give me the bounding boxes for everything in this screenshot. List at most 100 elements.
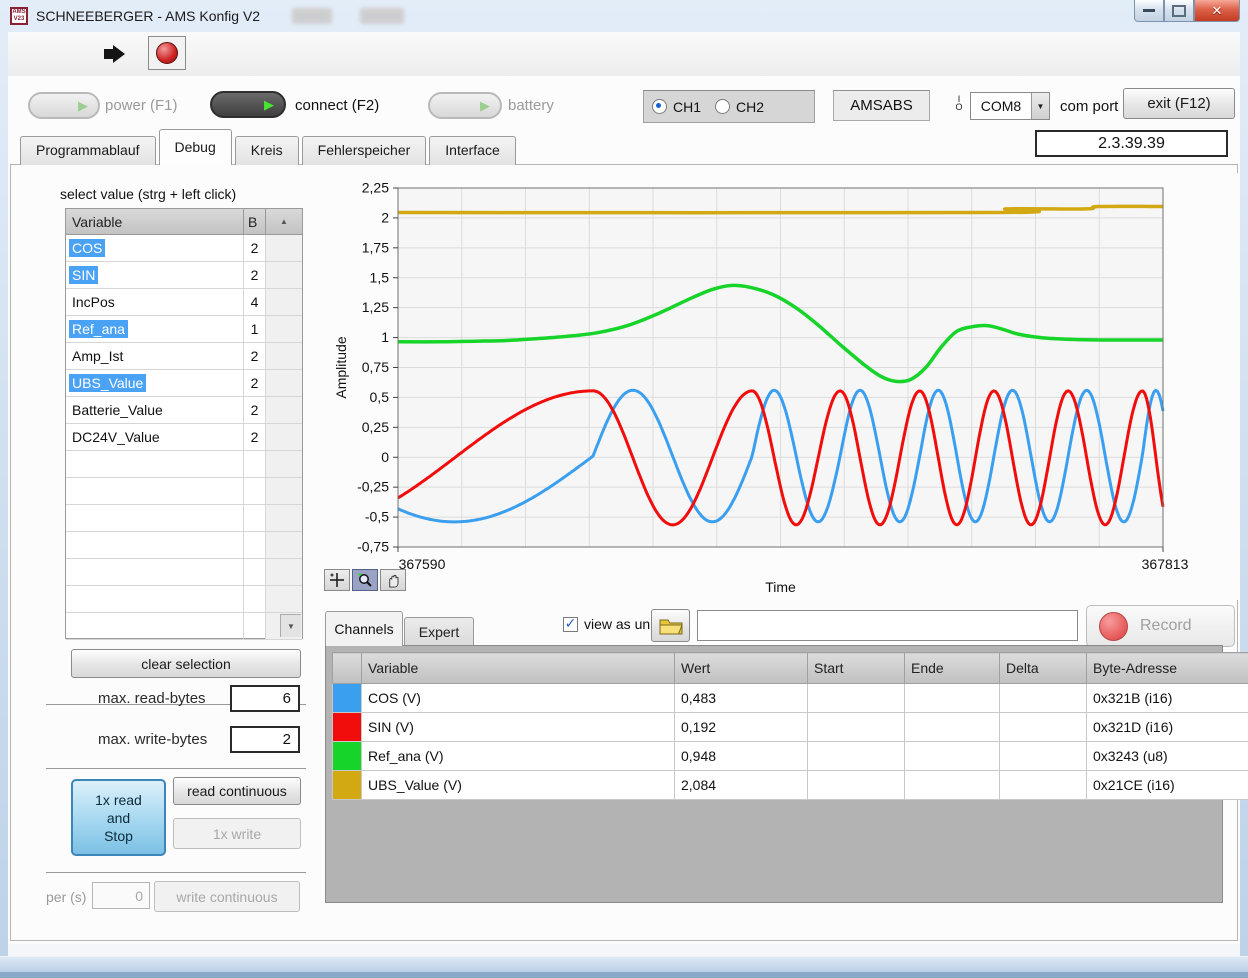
- chart-canvas[interactable]: 2,25 2 1,75 1,5 1,25 1 0,75 0,5 0,25 0 -0,25 -0,5 -0…: [330, 181, 1220, 601]
- period-value[interactable]: 0: [92, 882, 150, 909]
- tab-fehlerspeicher[interactable]: Fehlerspeicher: [301, 136, 427, 165]
- variable-bytes: 2: [244, 397, 266, 423]
- stop-button[interactable]: [148, 36, 186, 70]
- variable-row-incpos[interactable]: IncPos 4: [66, 289, 302, 316]
- tab-expert[interactable]: Expert: [404, 617, 474, 646]
- read-once-stop-button[interactable]: 1x read and Stop: [71, 779, 166, 856]
- chevron-down-icon[interactable]: ▼: [1031, 93, 1049, 119]
- battery-toggle[interactable]: ▶: [428, 92, 502, 119]
- divider: [46, 768, 306, 769]
- channel-table-header: Variable Wert Start Ende Delta Byte-Adresse: [332, 652, 1248, 684]
- scroll-up-icon[interactable]: ▲: [280, 217, 288, 226]
- scrollbar-track[interactable]: [266, 532, 302, 558]
- scrollbar-track[interactable]: [266, 559, 302, 585]
- variable-row-empty[interactable]: [66, 478, 302, 505]
- scrollbar-track[interactable]: [266, 451, 302, 477]
- scrollbar-track[interactable]: [266, 262, 302, 288]
- pan-hand-tool-button[interactable]: [380, 569, 406, 591]
- column-header-wert[interactable]: Wert: [674, 652, 808, 684]
- scrollbar-track[interactable]: [266, 478, 302, 504]
- variable-row-sin[interactable]: SIN 2: [66, 262, 302, 289]
- variable-name: COS: [69, 239, 106, 257]
- titlebar-artifact: [292, 8, 332, 24]
- variable-bytes: 2: [244, 343, 266, 369]
- title-bar[interactable]: AMS V23 SCHNEEBERGER - AMS Konfig V2 ✕: [0, 0, 1248, 32]
- svg-text:2,25: 2,25: [362, 181, 389, 196]
- scrollbar-track[interactable]: [266, 370, 302, 396]
- channel-row[interactable]: COS (V) 0,483 0x321B (i16): [332, 683, 1248, 713]
- variable-bytes: 2: [244, 262, 266, 288]
- channel-row[interactable]: UBS_Value (V) 2,084 0x21CE (i16): [332, 770, 1248, 800]
- variable-bytes: [244, 532, 266, 558]
- maximize-button[interactable]: [1164, 0, 1194, 22]
- stop-circle-icon: [156, 42, 178, 64]
- read-continuous-button[interactable]: read continuous: [173, 777, 301, 805]
- variable-row-dc24v_value[interactable]: DC24V_Value 2: [66, 424, 302, 451]
- scrollbar-track[interactable]: [266, 505, 302, 531]
- svg-text:367590: 367590: [399, 556, 446, 572]
- variable-row-empty[interactable]: [66, 559, 302, 586]
- scrollbar-track[interactable]: [266, 289, 302, 315]
- write-once-button[interactable]: 1x write: [173, 818, 301, 849]
- ch1-radio[interactable]: [652, 99, 667, 114]
- variable-name: Amp_Ist: [72, 348, 124, 364]
- toolbar: [8, 32, 1240, 77]
- clear-selection-button[interactable]: clear selection: [71, 649, 301, 678]
- column-header-start[interactable]: Start: [807, 652, 905, 684]
- column-header-delta[interactable]: Delta: [999, 652, 1087, 684]
- scrollbar-track[interactable]: [266, 235, 302, 261]
- browse-file-button[interactable]: [651, 609, 690, 642]
- run-button[interactable]: [96, 37, 134, 70]
- column-header-variable[interactable]: Variable: [361, 652, 675, 684]
- exit-button[interactable]: exit (F12): [1123, 88, 1235, 119]
- tab-kreis[interactable]: Kreis: [234, 136, 299, 165]
- ch2-radio[interactable]: [715, 99, 731, 114]
- variable-row-empty[interactable]: [66, 505, 302, 532]
- column-header-bytes[interactable]: B: [244, 209, 266, 234]
- svg-text:1,25: 1,25: [362, 299, 389, 315]
- variable-row-ref_ana[interactable]: Ref_ana 1: [66, 316, 302, 343]
- column-header-byte-adresse[interactable]: Byte-Adresse: [1086, 652, 1248, 684]
- series-color-swatch: [332, 770, 362, 800]
- variable-row-empty[interactable]: [66, 586, 302, 613]
- tab-interface[interactable]: Interface: [429, 136, 516, 165]
- variable-row-ubs_value[interactable]: UBS_Value 2: [66, 370, 302, 397]
- scrollbar-track[interactable]: [266, 586, 302, 612]
- crosshair-tool-button[interactable]: [324, 569, 350, 591]
- variable-row-amp_ist[interactable]: Amp_Ist 2: [66, 343, 302, 370]
- connect-toggle[interactable]: ▶: [210, 91, 286, 118]
- record-file-path-input[interactable]: [697, 610, 1078, 641]
- scrollbar-track[interactable]: [266, 424, 302, 450]
- zoom-tool-button[interactable]: [352, 569, 378, 591]
- tab-debug[interactable]: Debug: [158, 129, 232, 165]
- scrollbar-track[interactable]: [266, 316, 302, 342]
- channel-row[interactable]: Ref_ana (V) 0,948 0x3243 (u8): [332, 741, 1248, 771]
- variable-name: [69, 598, 75, 600]
- power-toggle[interactable]: ▶: [28, 92, 100, 119]
- scrollbar-track[interactable]: [266, 343, 302, 369]
- variable-row-cos[interactable]: COS 2: [66, 235, 302, 262]
- column-header-ende[interactable]: Ende: [904, 652, 1000, 684]
- cell-start: [807, 712, 905, 742]
- variable-row-empty[interactable]: [66, 532, 302, 559]
- cell-ende: [904, 683, 1000, 713]
- channel-row[interactable]: SIN (V) 0,192 0x321D (i16): [332, 712, 1248, 742]
- tab-channels-label: Channels: [334, 621, 394, 637]
- tab-channels[interactable]: Channels: [325, 611, 403, 646]
- variable-row-batterie_value[interactable]: Batterie_Value 2: [66, 397, 302, 424]
- column-header-color[interactable]: [332, 652, 362, 684]
- variable-row-empty[interactable]: [66, 451, 302, 478]
- column-header-variable[interactable]: Variable: [66, 209, 244, 234]
- minimize-button[interactable]: [1134, 0, 1164, 22]
- scrollbar-track[interactable]: [266, 397, 302, 423]
- close-button[interactable]: ✕: [1194, 0, 1240, 22]
- variable-row-empty[interactable]: [66, 613, 302, 640]
- write-continuous-button[interactable]: write continuous: [154, 881, 300, 912]
- scroll-down-icon[interactable]: ▼: [280, 614, 301, 637]
- read-once-line: and: [106, 809, 131, 826]
- view-as-unit-checkbox[interactable]: ✓: [563, 615, 578, 632]
- com-port-select[interactable]: COM8 ▼: [970, 92, 1050, 120]
- record-button[interactable]: Record: [1086, 605, 1235, 647]
- tab-programmablauf[interactable]: Programmablauf: [20, 136, 156, 165]
